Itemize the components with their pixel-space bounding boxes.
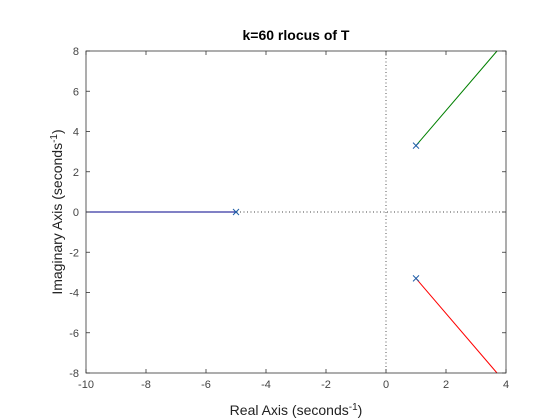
locus-branch-2 bbox=[415, 50, 498, 146]
chart-title: k=60 rlocus of T bbox=[243, 27, 350, 43]
x-axis-label-superscript: -1 bbox=[349, 402, 358, 413]
pole-marker-2 bbox=[412, 142, 420, 149]
x-tick-label: 4 bbox=[503, 379, 509, 391]
x-tick-label: -10 bbox=[78, 379, 94, 391]
pole-marker-stroke bbox=[412, 275, 420, 282]
y-tick-label: 4 bbox=[73, 127, 79, 139]
y-tick-label: 0 bbox=[73, 207, 79, 219]
pole-markers bbox=[232, 142, 420, 282]
pole-marker-3 bbox=[412, 275, 420, 282]
y-axis-label: Imaginary Axis (seconds-1) bbox=[49, 129, 65, 294]
y-axis-label-superscript: -1 bbox=[49, 134, 60, 143]
x-tick-label: -8 bbox=[141, 379, 151, 391]
x-tick-label: -2 bbox=[321, 379, 331, 391]
x-tick-label: 0 bbox=[383, 379, 389, 391]
y-tick-label: -2 bbox=[69, 247, 79, 259]
x-tick-label: 2 bbox=[443, 379, 449, 391]
x-axis-label: Real Axis (seconds-1) bbox=[230, 402, 363, 418]
y-tick-label: 8 bbox=[73, 46, 79, 58]
pole-marker-stroke bbox=[412, 142, 420, 149]
x-tick-label: -6 bbox=[201, 379, 211, 391]
x-tick-label: -4 bbox=[261, 379, 271, 391]
y-tick-label: -8 bbox=[69, 368, 79, 380]
pole-marker-stroke bbox=[232, 208, 240, 216]
locus-branches bbox=[86, 50, 498, 374]
y-tick-label: 6 bbox=[73, 86, 79, 98]
pole-marker-1 bbox=[232, 208, 240, 216]
locus-branch-3 bbox=[415, 278, 498, 374]
y-tick-label: -6 bbox=[69, 328, 79, 340]
y-tick-label: -4 bbox=[69, 288, 79, 300]
y-tick-label: 2 bbox=[73, 167, 79, 179]
